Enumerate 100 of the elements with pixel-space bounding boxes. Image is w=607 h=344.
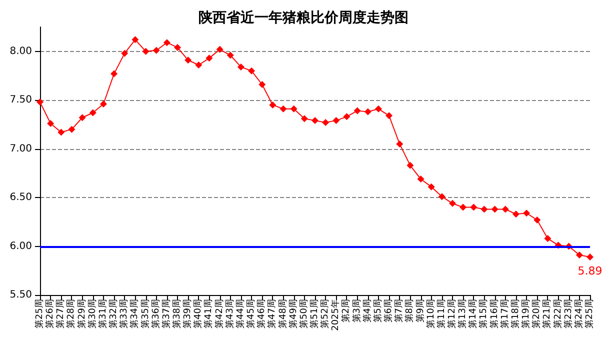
x-tick-label: 第42周 (214, 299, 225, 328)
point (343, 113, 350, 120)
x-tick-label: 第41周 (203, 299, 214, 328)
point (132, 36, 139, 44)
x-tick-label: 第38周 (172, 299, 182, 328)
point (142, 48, 150, 55)
x-tick-label: 第30周 (86, 299, 98, 328)
point (110, 70, 118, 78)
point (428, 183, 435, 190)
point (216, 46, 224, 53)
x-tick-label: 第20周 (531, 299, 542, 328)
point (36, 98, 44, 106)
point (89, 109, 96, 116)
point (576, 252, 583, 259)
point (248, 67, 256, 74)
x-tick-label: 第2周 (340, 299, 352, 323)
y-tick-label: 6.50 (10, 192, 32, 204)
point (300, 115, 308, 122)
y-tick-label: 8.00 (10, 46, 32, 57)
point (449, 200, 456, 207)
point (502, 206, 509, 213)
point (586, 253, 594, 260)
x-tick-label: 第19周 (520, 299, 532, 328)
x-tick-label: 第23周 (562, 299, 574, 328)
point (47, 120, 54, 127)
x-tick-label: 第36周 (150, 299, 162, 328)
x-tick-label: 第5周 (372, 299, 384, 323)
point (290, 105, 298, 112)
x-tick-label: 第43周 (224, 299, 236, 328)
x-tick-label: 第39周 (182, 299, 194, 328)
x-tick-label: 第13周 (457, 299, 468, 328)
point (100, 100, 107, 108)
x-tick-label: 第46周 (256, 299, 268, 328)
y-tick-label: 7.50 (10, 94, 32, 106)
x-tick-label: 第22周 (552, 299, 564, 328)
x-tick-label: 第50周 (298, 299, 310, 328)
x-tick-label: 第47周 (266, 299, 278, 328)
point (312, 117, 318, 124)
point (364, 108, 372, 116)
x-tick-label: 第34周 (129, 299, 140, 328)
point (544, 234, 552, 242)
point (322, 119, 330, 126)
point (184, 56, 192, 64)
point (68, 126, 76, 133)
point (206, 54, 213, 62)
x-tick-label: 第51周 (309, 299, 320, 328)
point (534, 216, 541, 224)
point (195, 62, 202, 69)
x-tick-label: 第10周 (425, 299, 436, 328)
x-tick-label: 第8周 (404, 299, 416, 323)
x-tick-label: 第14周 (468, 299, 479, 328)
point (174, 44, 181, 51)
x-tick-label: 第48周 (277, 299, 288, 328)
x-tick-label: 第25周 (34, 299, 45, 328)
point (470, 204, 478, 211)
point (406, 162, 414, 169)
point (237, 63, 244, 70)
x-tick-label: 第33周 (118, 299, 130, 328)
x-tick-label: 第28周 (66, 299, 77, 328)
point (163, 39, 170, 46)
x-tick-label: 第29周 (76, 299, 88, 328)
point (332, 117, 340, 124)
x-tick-label: 第21周 (542, 299, 553, 328)
point (491, 206, 498, 213)
x-tick-label: 第11周 (436, 299, 447, 328)
point (258, 81, 266, 88)
point (354, 107, 361, 114)
x-tick-label: 第44周 (234, 299, 246, 328)
x-tick-label: 第32周 (108, 299, 120, 328)
x-tick-label: 第4周 (362, 299, 373, 323)
point (58, 128, 65, 136)
y-tick-label: 5.50 (10, 290, 32, 300)
point (396, 140, 404, 148)
point (523, 210, 530, 217)
x-tick-label: 第3周 (351, 299, 362, 323)
point (269, 101, 276, 108)
point (512, 210, 520, 218)
data-label: 5.89 (578, 264, 602, 278)
x-tick-label: 第17周 (499, 299, 510, 328)
y-tick-label: 6.00 (10, 240, 32, 252)
x-tick-label: 第45周 (246, 299, 257, 328)
x-tick-label: 第7周 (394, 299, 405, 323)
x-tick-label: 第37周 (160, 299, 172, 328)
point (152, 46, 160, 54)
x-tick-label: 第35周 (140, 299, 151, 328)
x-tick-label: 2025年 (330, 299, 342, 331)
x-tick-label: 第6周 (383, 299, 394, 323)
point (78, 114, 86, 122)
point (374, 105, 382, 112)
point (121, 50, 128, 57)
x-tick-label: 第52周 (320, 299, 331, 328)
x-tick-label: 第26周 (44, 299, 56, 328)
chart-title: 陕西省近一年猪粮比价周度走势图 (198, 9, 408, 26)
x-tick-label: 第18周 (510, 299, 521, 328)
x-tick-label: 第25周 (584, 299, 595, 328)
x-tick-label: 第16周 (488, 299, 500, 328)
point (417, 176, 424, 183)
x-tick-label: 第24周 (573, 299, 584, 328)
point (480, 206, 488, 213)
point (460, 204, 467, 211)
